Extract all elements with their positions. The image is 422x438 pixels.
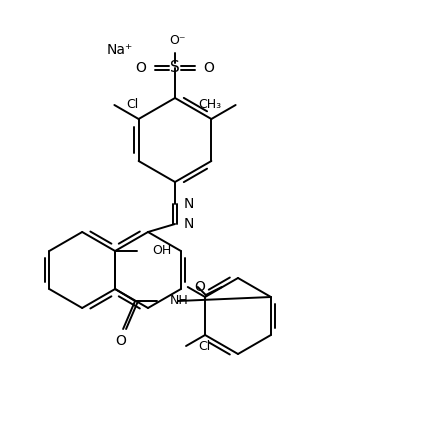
Text: Cl: Cl <box>198 339 210 353</box>
Text: S: S <box>170 60 180 75</box>
Text: O: O <box>116 334 127 348</box>
Text: O: O <box>135 61 146 75</box>
Text: OH: OH <box>152 244 171 258</box>
Text: Na⁺: Na⁺ <box>107 43 133 57</box>
Text: O: O <box>203 61 214 75</box>
Text: Cl: Cl <box>126 99 139 112</box>
Text: N: N <box>184 217 195 231</box>
Text: O: O <box>194 280 205 294</box>
Text: CH₃: CH₃ <box>198 99 222 112</box>
Text: O⁻: O⁻ <box>169 33 185 46</box>
Text: NH: NH <box>170 294 189 307</box>
Text: N: N <box>184 197 195 211</box>
